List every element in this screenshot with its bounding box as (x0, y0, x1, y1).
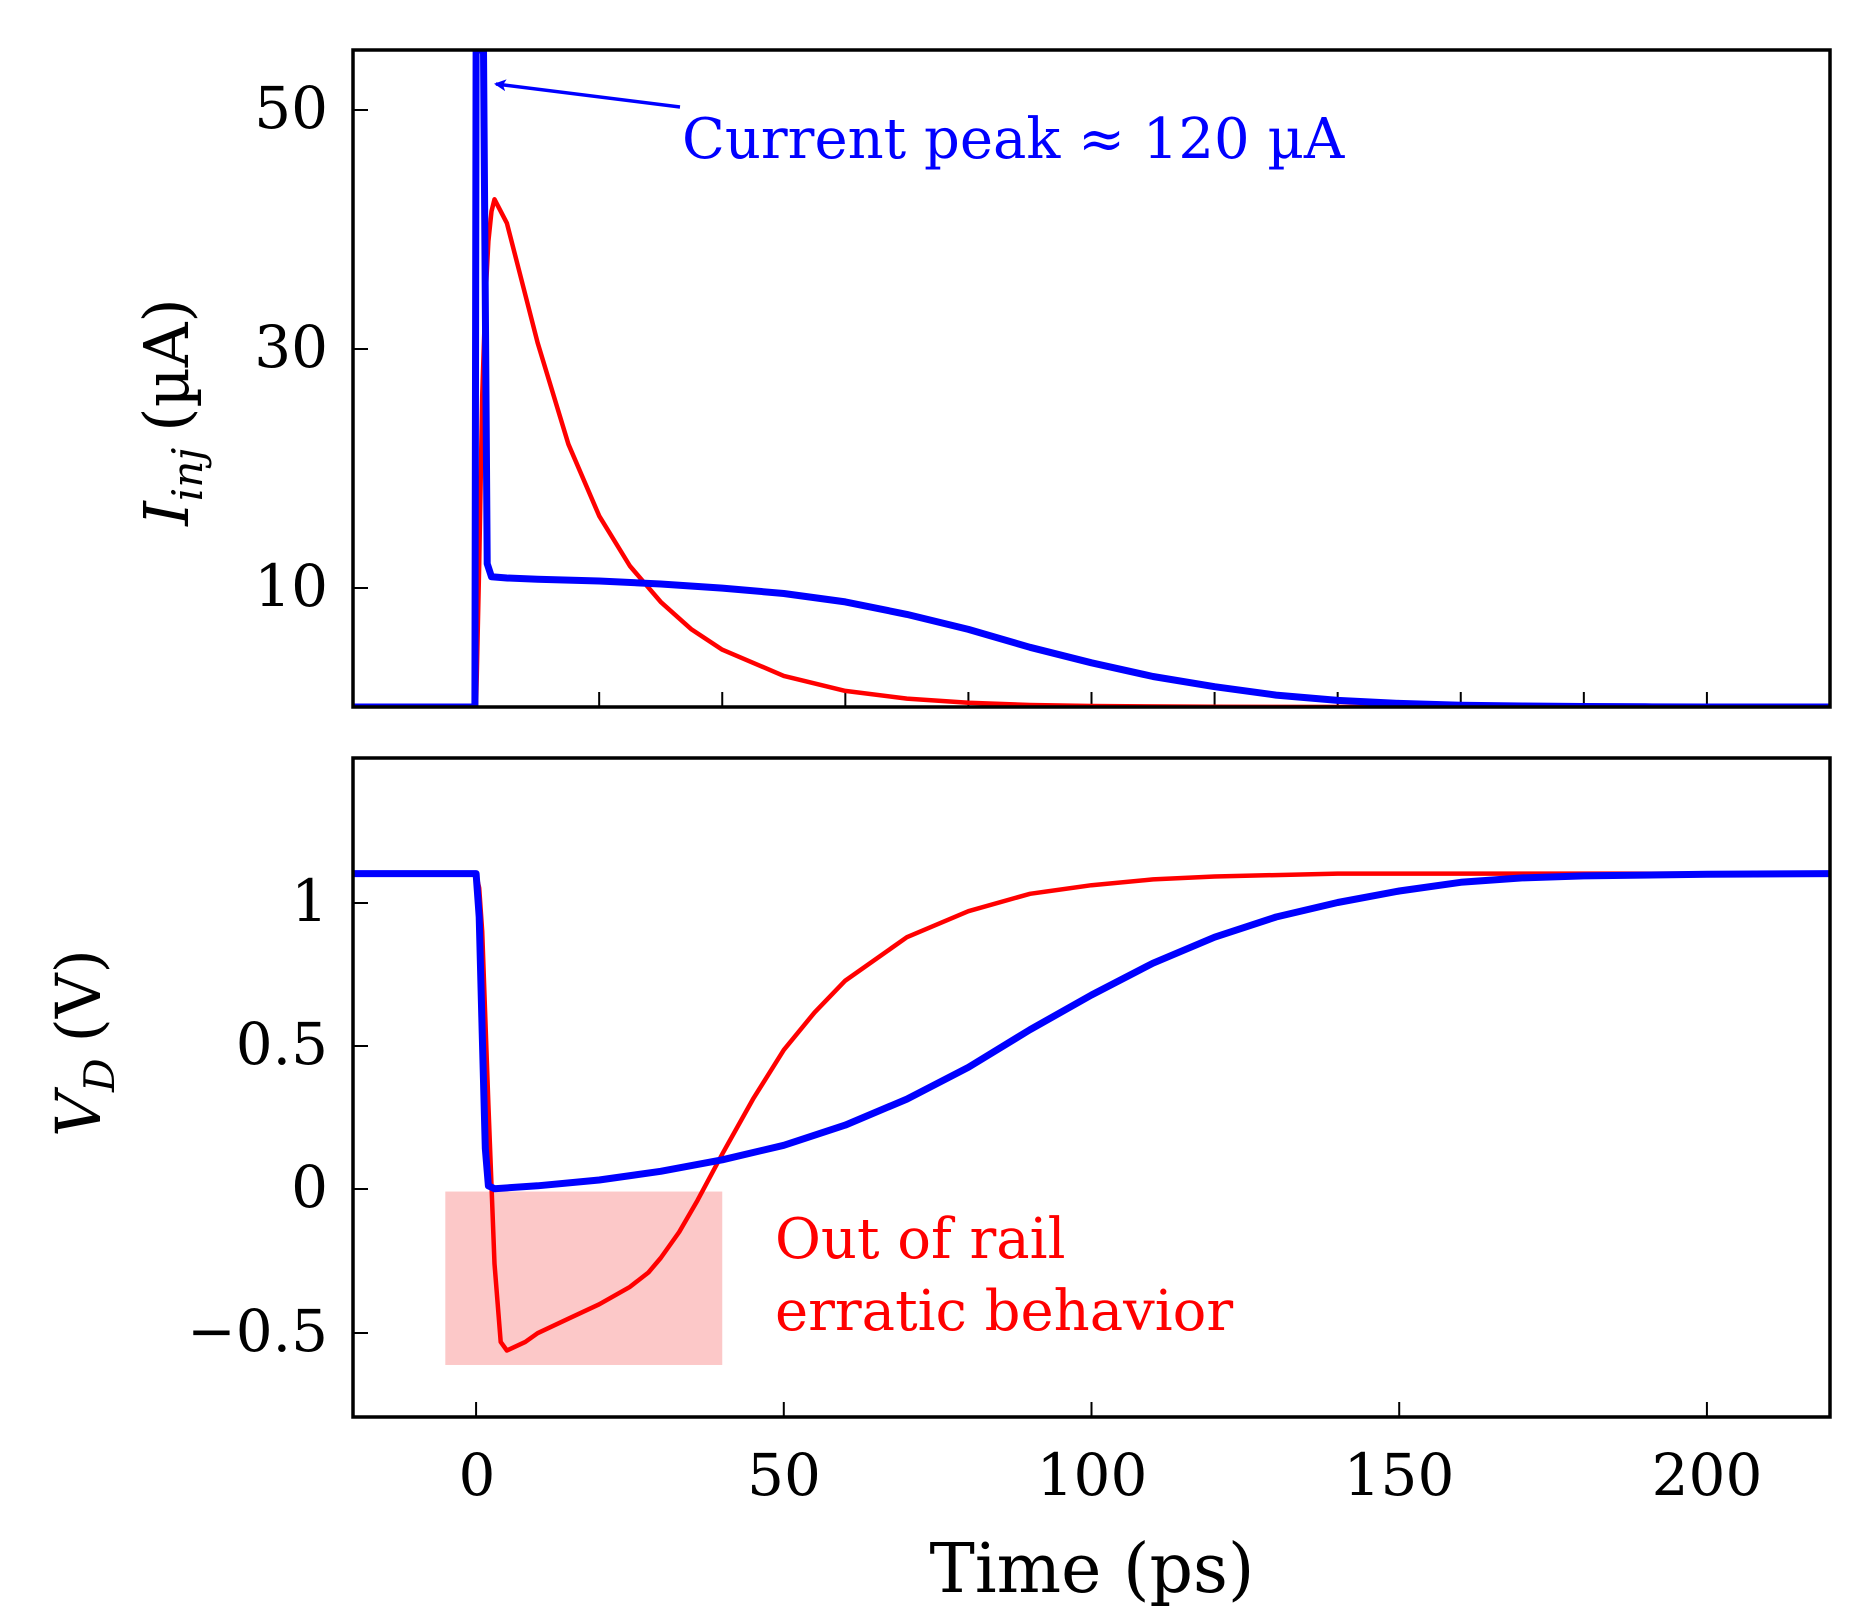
bottom-plot-frame (351, 756, 1832, 1419)
xtick-label-0: 0 (459, 1441, 496, 1509)
xtick-label-50: 50 (747, 1441, 821, 1509)
bottom-xtick-labels: 0 50 100 150 200 (459, 1441, 1763, 1509)
out-of-rail-annotation: Out of rail erratic behavior (775, 1207, 1233, 1344)
out-of-rail-shaded-region (445, 1191, 723, 1365)
top-ytick-label-30: 30 (254, 313, 328, 381)
top-y-axis-label: Iinj (µA) (130, 298, 212, 526)
bottom-series-red-line (353, 871, 1830, 1353)
top-ylabel-unit: (µA) (130, 298, 203, 431)
bottom-ylabel-symbol: V (42, 1086, 115, 1137)
bottom-ytick-marks (353, 902, 368, 1334)
bottom-ytick-label-0-5: 0.5 (236, 1010, 328, 1078)
xtick-label-200: 200 (1652, 1441, 1763, 1509)
current-peak-annotation: Current peak ≈ 120 µA (682, 107, 1345, 172)
xtick-label-150: 150 (1344, 1441, 1455, 1509)
xtick-label-100: 100 (1037, 1441, 1148, 1509)
bottom-y-axis-label: VD (V) (42, 949, 124, 1137)
top-ytick-label-50: 50 (254, 74, 328, 142)
top-ytick-labels: 10 30 50 (254, 74, 328, 620)
bottom-ylabel-unit: (V) (42, 949, 115, 1042)
bottom-chart-panel: −0.5 0 0.5 1 0 50 100 150 200 VD (V) Time… (42, 756, 1832, 1609)
bottom-series-blue-line (353, 870, 1830, 1193)
top-chart-panel: 10 30 50 Iinj (µA) Current peak ≈ 120 µA (130, 48, 1832, 709)
out-of-rail-annotation-line-1: Out of rail (775, 1207, 1066, 1272)
top-ytick-label-10: 10 (254, 552, 328, 620)
bottom-ytick-label-neg-0-5: −0.5 (187, 1297, 328, 1365)
x-axis-label: Time (ps) (930, 1530, 1255, 1609)
out-of-rail-annotation-line-2: erratic behavior (775, 1279, 1233, 1344)
top-series-red-line (353, 197, 1830, 707)
bottom-xtick-marks (475, 1402, 1708, 1417)
bottom-ytick-label-0: 0 (291, 1153, 328, 1221)
bottom-ytick-labels: −0.5 0 0.5 1 (187, 867, 328, 1365)
current-peak-arrow (494, 79, 681, 109)
top-ylabel-subscript: inj (163, 448, 212, 502)
bottom-ylabel-subscript: D (75, 1058, 124, 1093)
bottom-ytick-label-1: 1 (291, 867, 328, 935)
top-plot-frame (351, 48, 1832, 709)
top-ytick-marks (353, 109, 368, 589)
top-ylabel-symbol: I (130, 500, 203, 527)
